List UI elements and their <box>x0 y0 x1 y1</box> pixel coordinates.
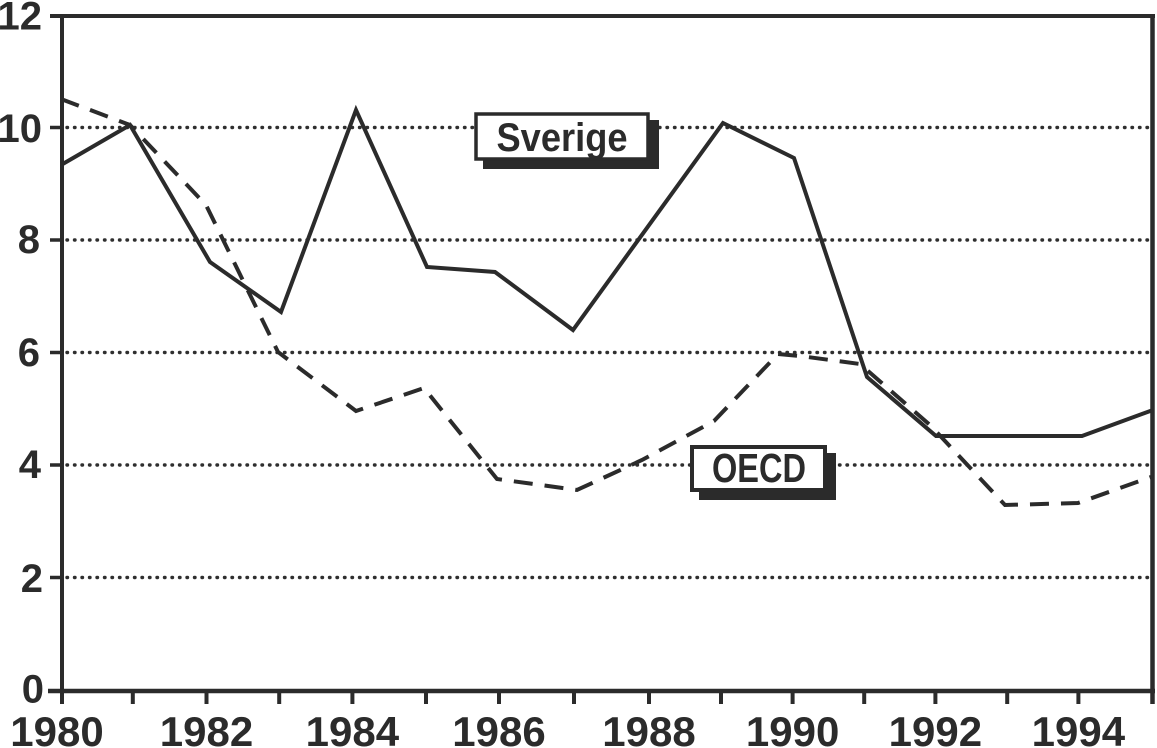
svg-text:8: 8 <box>18 218 40 262</box>
svg-text:1982: 1982 <box>160 708 253 748</box>
svg-text:4: 4 <box>19 443 42 487</box>
svg-text:1984: 1984 <box>306 708 400 748</box>
svg-text:Sverige: Sverige <box>497 116 628 160</box>
svg-text:2: 2 <box>21 557 43 601</box>
svg-text:1980: 1980 <box>10 708 103 748</box>
svg-text:10: 10 <box>0 107 42 151</box>
svg-text:0: 0 <box>22 668 44 712</box>
svg-text:12: 12 <box>0 0 42 39</box>
svg-text:1990: 1990 <box>746 708 839 748</box>
svg-text:1988: 1988 <box>602 708 695 748</box>
svg-text:1994: 1994 <box>1032 708 1126 748</box>
svg-text:1992: 1992 <box>889 708 982 748</box>
svg-text:1986: 1986 <box>452 708 545 748</box>
svg-text:OECD: OECD <box>712 445 806 491</box>
svg-text:6: 6 <box>18 331 40 375</box>
